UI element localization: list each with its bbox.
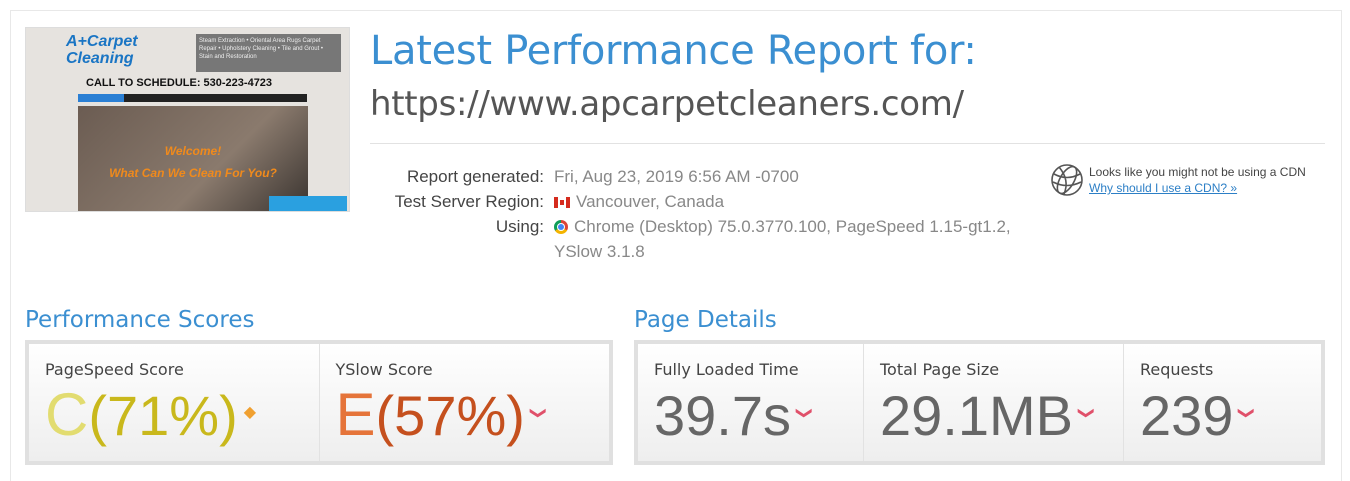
info-value: Fri, Aug 23, 2019 6:56 AM -0700: [554, 167, 799, 186]
chrome-icon: [554, 220, 568, 234]
detail-label: Fully Loaded Time: [654, 360, 799, 379]
report-info: Report generated: Fri, Aug 23, 2019 6:56 …: [370, 164, 1035, 264]
detail-value: 29.1MB: [880, 384, 1073, 447]
page-details: Fully Loaded Time 39.7s ❯ Total Page Size…: [634, 340, 1325, 465]
detail-value: 239: [1140, 384, 1234, 447]
info-value: Chrome (Desktop) 75.0.3770.100, PageSpee…: [574, 217, 1011, 236]
divider: [370, 143, 1325, 144]
detail-label: Total Page Size: [880, 360, 1000, 379]
yslow-grade: E: [335, 381, 376, 448]
site-nav: [78, 94, 307, 102]
info-test-region: Test Server Region: Vancouver, Canada: [370, 189, 1035, 214]
fully-loaded-card[interactable]: Fully Loaded Time 39.7s ❯: [638, 344, 864, 461]
yslow-score-card[interactable]: YSlow Score E(57%) ❯: [319, 344, 609, 461]
cdn-text: Looks like you might not be using a CDN: [1089, 165, 1306, 179]
info-value: Vancouver, Canada: [576, 192, 725, 211]
info-label: Using:: [495, 217, 544, 236]
performance-scores: PageSpeed Score C(71%) ◆ YSlow Score E(57…: [25, 340, 613, 465]
pagespeed-percent: (71%): [88, 384, 238, 447]
detail-value: 39.7s: [654, 384, 791, 447]
page-title: Latest Performance Report for:: [370, 28, 977, 74]
site-hero-line1: Welcome!: [164, 144, 222, 158]
requests-card[interactable]: Requests 239 ❯: [1124, 344, 1321, 461]
chevron-down-icon: ❯: [529, 406, 547, 420]
info-value-cont: YSlow 3.1.8: [554, 242, 645, 261]
report-url: https://www.apcarpetcleaners.com/: [370, 84, 964, 124]
site-hero: Welcome! What Can We Clean For You?: [78, 106, 308, 211]
cdn-notice: Looks like you might not be using a CDN …: [1050, 163, 1340, 203]
site-chat-widget: [269, 196, 347, 211]
info-using: Using: Chrome (Desktop) 75.0.3770.100, Pa…: [370, 214, 1035, 264]
site-hero-line2: What Can We Clean For You?: [109, 166, 277, 180]
performance-heading: Performance Scores: [25, 307, 255, 333]
site-screenshot[interactable]: A+Carpet Cleaning Steam Extraction • Ori…: [25, 27, 350, 212]
diamond-icon: ◆: [243, 404, 257, 421]
canada-flag-icon: [554, 197, 570, 208]
pagespeed-label: PageSpeed Score: [45, 360, 184, 379]
globe-icon: [1051, 164, 1083, 196]
site-call: CALL TO SCHEDULE: 530-223-4723: [86, 77, 273, 89]
site-logo: A+Carpet Cleaning: [66, 33, 138, 67]
pagespeed-grade: C: [45, 381, 89, 448]
page-frame: [10, 10, 1342, 481]
site-services: Steam Extraction • Oriental Area Rugs Ca…: [196, 34, 341, 72]
pagespeed-score-card[interactable]: PageSpeed Score C(71%) ◆: [29, 344, 320, 461]
yslow-label: YSlow Score: [335, 360, 433, 379]
detail-label: Requests: [1140, 360, 1214, 379]
yslow-percent: (57%): [375, 384, 525, 447]
chevron-down-icon: ❯: [1238, 406, 1256, 420]
page-details-heading: Page Details: [634, 307, 777, 333]
chevron-down-icon: ❯: [795, 406, 813, 420]
info-label: Report generated:: [406, 167, 544, 186]
info-report-generated: Report generated: Fri, Aug 23, 2019 6:56 …: [370, 164, 1035, 189]
cdn-link[interactable]: Why should I use a CDN? »: [1089, 181, 1238, 195]
info-label: Test Server Region:: [394, 192, 544, 211]
chevron-down-icon: ❯: [1077, 406, 1095, 420]
page-size-card[interactable]: Total Page Size 29.1MB ❯: [864, 344, 1124, 461]
